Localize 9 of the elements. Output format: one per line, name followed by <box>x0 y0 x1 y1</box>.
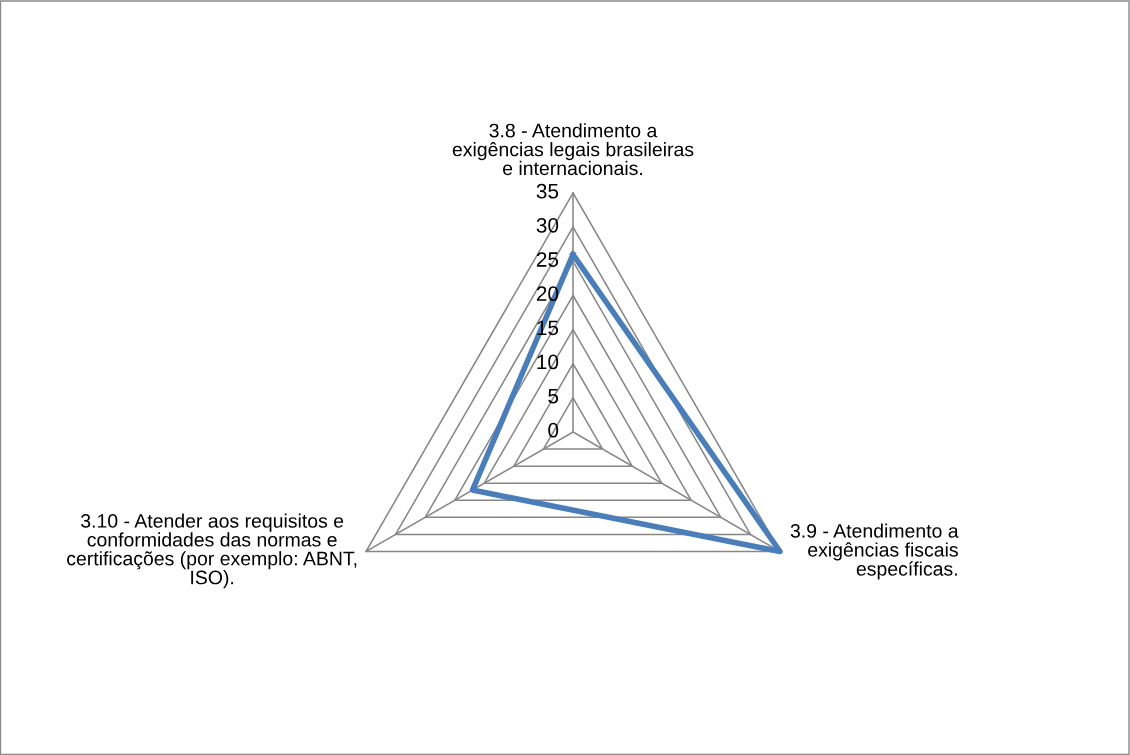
y-tick-label: 35 <box>536 183 559 199</box>
spoke-label: 3.10 - Atender aos requisitos e conformidades das normas e certificações (por exemplo: ABNT, ISO). <box>67 513 357 589</box>
y-tick-label: 30 <box>536 217 559 233</box>
spoke-label: 3.8 - Atendimento a exigências legais brasileiras e internacionais. <box>452 123 694 176</box>
y-tick-label: 10 <box>537 354 559 370</box>
y-tick-label: 0 <box>548 422 559 438</box>
spoke-label: 3.9 - Atendimento a exigências fiscais específicas. <box>790 523 959 580</box>
y-tick-label: 5 <box>548 388 559 404</box>
y-tick-label: 25 <box>536 252 559 267</box>
